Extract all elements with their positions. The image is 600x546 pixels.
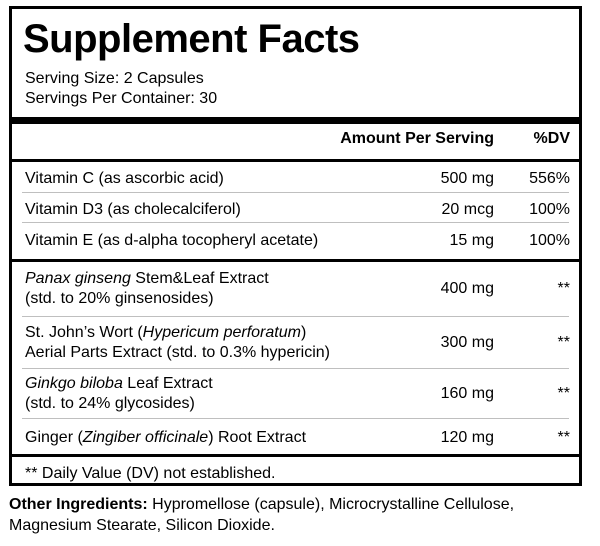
ingredient-name-line1: Panax ginseng Stem&Leaf Extract bbox=[25, 269, 269, 289]
ingredient-row: Panax ginseng Stem&Leaf Extract (std. to… bbox=[12, 262, 579, 317]
nutrient-name: Vitamin D3 (as cholecalciferol) bbox=[25, 201, 241, 218]
ingredient-name-line1: St. John’s Wort (Hypericum perforatum) bbox=[25, 323, 306, 343]
ingredient-amount: 120 mg bbox=[440, 429, 494, 446]
ingredient-dv: ** bbox=[557, 334, 570, 351]
nutrient-dv: 100% bbox=[529, 232, 570, 249]
nutrient-amount: 500 mg bbox=[440, 170, 494, 187]
panel-title: Supplement Facts bbox=[23, 17, 360, 61]
ingredient-name-rest: Stem&Leaf Extract bbox=[130, 270, 269, 287]
ingredient-dv: ** bbox=[557, 429, 570, 446]
ingredient-amount: 400 mg bbox=[440, 280, 494, 297]
ingredient-name-line1: Ginkgo biloba Leaf Extract bbox=[25, 374, 213, 394]
botanical-name: Ginkgo biloba bbox=[25, 375, 123, 392]
dv-footnote: ** Daily Value (DV) not established. bbox=[25, 465, 276, 482]
nutrient-dv: 556% bbox=[529, 170, 570, 187]
ingredient-name-rest: Leaf Extract bbox=[122, 375, 213, 392]
ingredient-row: Ginkgo biloba Leaf Extract (std. to 24% … bbox=[12, 369, 579, 419]
row-divider bbox=[22, 192, 569, 193]
nutrient-name: Vitamin C (as ascorbic acid) bbox=[25, 170, 224, 187]
header-divider bbox=[12, 159, 579, 162]
other-ingredients: Other Ingredients: Hypromellose (capsule… bbox=[9, 494, 594, 536]
ingredient-name-pre: St. John’s Wort ( bbox=[25, 324, 143, 341]
nutrient-row: Vitamin E (as d-alpha tocopheryl acetate… bbox=[12, 223, 579, 259]
ingredient-amount: 300 mg bbox=[440, 334, 494, 351]
ingredient-amount: 160 mg bbox=[440, 385, 494, 402]
nutrient-name: Vitamin E (as d-alpha tocopheryl acetate… bbox=[25, 232, 319, 249]
amount-per-serving-header: Amount Per Serving bbox=[340, 130, 494, 147]
ingredient-dv: ** bbox=[557, 385, 570, 402]
row-divider bbox=[22, 418, 569, 419]
nutrient-row: Vitamin C (as ascorbic acid) 500 mg 556% bbox=[12, 162, 579, 193]
ingredient-name-rest: ) bbox=[300, 324, 307, 341]
botanical-name: Hypericum perforatum bbox=[142, 324, 301, 341]
ingredient-name-line2: (std. to 20% ginsenosides) bbox=[25, 290, 214, 307]
thick-divider-top bbox=[12, 117, 579, 124]
footer-divider bbox=[12, 454, 579, 457]
servings-per-container: Servings Per Container: 30 bbox=[25, 90, 218, 107]
botanical-name: Zingiber officinale bbox=[82, 429, 209, 446]
ingredient-row: St. John’s Wort (Hypericum perforatum) A… bbox=[12, 317, 579, 369]
row-divider bbox=[22, 316, 569, 317]
other-ingredients-text: Hypromellose (capsule), Microcrystalline… bbox=[9, 496, 515, 534]
nutrient-dv: 100% bbox=[529, 201, 570, 218]
section-divider bbox=[12, 259, 579, 262]
row-divider bbox=[22, 368, 569, 369]
ingredient-name-line2: (std. to 24% glycosides) bbox=[25, 395, 195, 412]
ingredient-name-rest: ) Root Extract bbox=[208, 429, 307, 446]
other-ingredients-label: Other Ingredients: bbox=[9, 496, 148, 513]
ingredient-name-line1: Ginger (Zingiber officinale) Root Extrac… bbox=[25, 428, 306, 448]
nutrient-amount: 15 mg bbox=[449, 232, 494, 249]
dv-header: %DV bbox=[533, 130, 570, 147]
ingredient-dv: ** bbox=[557, 280, 570, 297]
botanical-name: Panax ginseng bbox=[25, 270, 131, 287]
ingredient-name-pre: Ginger ( bbox=[25, 429, 83, 446]
nutrient-row: Vitamin D3 (as cholecalciferol) 20 mcg 1… bbox=[12, 193, 579, 223]
ingredient-name-line2: Aerial Parts Extract (std. to 0.3% hyper… bbox=[25, 344, 330, 361]
serving-size: Serving Size: 2 Capsules bbox=[25, 70, 204, 87]
row-divider bbox=[22, 222, 569, 223]
nutrient-amount: 20 mcg bbox=[441, 201, 494, 218]
ingredient-row: Ginger (Zingiber officinale) Root Extrac… bbox=[12, 419, 579, 454]
supplement-facts-panel: Supplement Facts Serving Size: 2 Capsule… bbox=[9, 6, 582, 486]
